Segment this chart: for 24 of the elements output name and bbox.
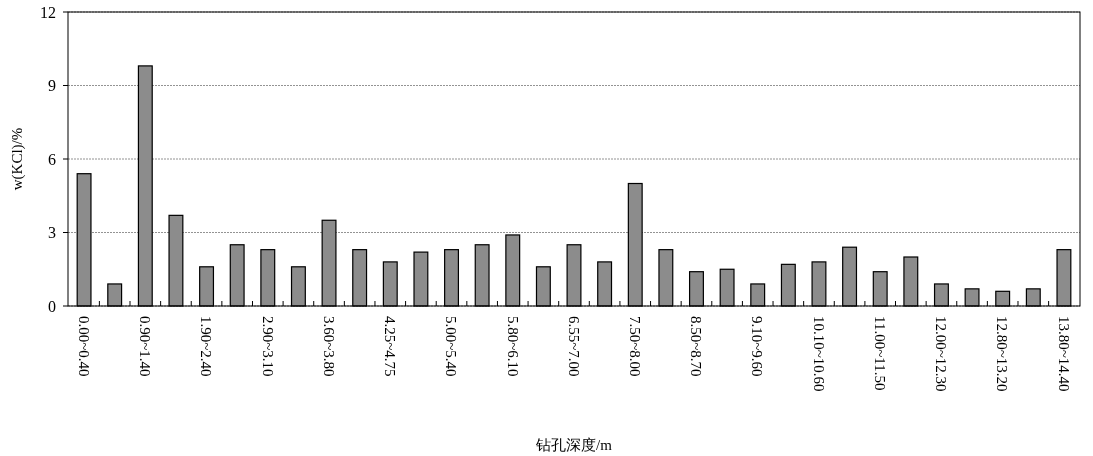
x-tick-label: 7.50~8.00	[626, 316, 643, 377]
x-tick-label: 6.55~7.00	[565, 316, 582, 377]
x-tick-label: 2.90~3.10	[259, 316, 276, 377]
y-tick-label: 6	[48, 150, 56, 168]
x-tick-label: 12.00~12.30	[933, 316, 950, 392]
y-axis-title: w(KCl)/%	[9, 127, 26, 191]
x-tick-label: 5.00~5.40	[443, 316, 460, 377]
x-tick-label: 13.80~14.40	[1055, 316, 1072, 392]
x-axis-title: 钻孔深度/m	[535, 437, 613, 453]
y-tick-label: 0	[48, 297, 56, 315]
x-tick-label: 8.50~8.70	[688, 316, 705, 377]
y-tick-label: 3	[48, 224, 56, 242]
x-tick-label: 1.90~2.40	[198, 316, 215, 377]
y-tick-label: 12	[40, 3, 56, 21]
x-tick-label: 0.90~1.40	[137, 316, 154, 377]
x-tick-label: 10.10~10.60	[810, 316, 827, 392]
x-tick-label: 3.60~3.80	[320, 316, 337, 377]
x-tick-label: 4.25~4.75	[382, 316, 399, 377]
x-tick-label: 5.80~6.10	[504, 316, 521, 377]
x-tick-label: 0.00~0.40	[75, 316, 92, 377]
x-tick-label: 9.10~9.60	[749, 316, 766, 377]
y-tick-label: 9	[48, 77, 56, 95]
x-tick-label: 12.80~13.20	[994, 316, 1011, 392]
x-tick-label: 11.00~11.50	[871, 316, 888, 391]
